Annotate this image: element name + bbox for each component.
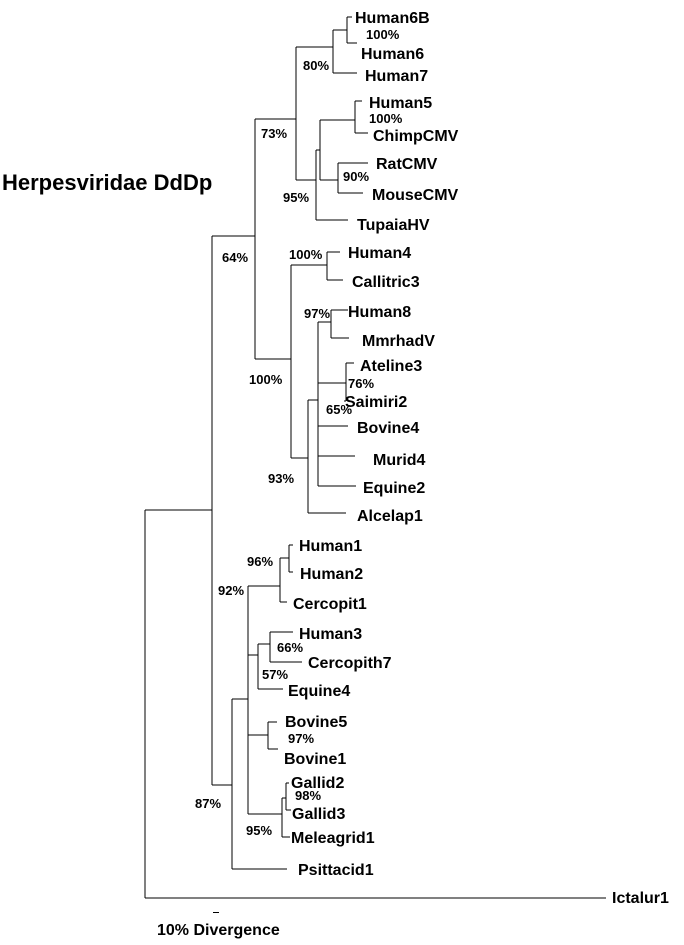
figure-title: Herpesviridae DdDp <box>2 170 213 195</box>
support-value-s-h5-chimp: 100% <box>369 111 403 126</box>
support-value-s-gal2-gal3: 98% <box>295 788 321 803</box>
scale-label: 10% Divergence <box>157 922 280 939</box>
support-value-s-h6b-h6: 100% <box>366 27 400 42</box>
support-value-s-h3-cerc7: 66% <box>277 640 303 655</box>
leaf-label-bovine4: Bovine4 <box>357 420 419 437</box>
leaf-label-human3: Human3 <box>299 626 362 643</box>
support-value-s-h4-call: 100% <box>289 247 323 262</box>
support-value-s-beta-top: 73% <box>261 126 287 141</box>
leaf-label-bovine1: Bovine1 <box>284 751 346 768</box>
support-value-s-gal-mel: 95% <box>246 823 272 838</box>
leaf-label-human6: Human6 <box>361 46 424 63</box>
support-value-s-gamma-inner: 65% <box>326 402 352 417</box>
support-value-s-simplex: 92% <box>218 583 244 598</box>
support-value-s-gamma: 93% <box>268 471 294 486</box>
support-value-s-h1-h2: 96% <box>247 554 273 569</box>
support-value-s-atel-saim: 76% <box>348 376 374 391</box>
scale-bar <box>213 912 219 913</box>
leaf-label-callitric3: Callitric3 <box>352 274 420 291</box>
support-value-s-roseolo: 100% <box>249 372 283 387</box>
leaf-label-ictalur1: Ictalur1 <box>612 890 669 907</box>
support-value-s-h3-equ4: 57% <box>262 667 288 682</box>
leaf-label-human8: Human8 <box>348 304 411 321</box>
leaf-label-human1: Human1 <box>299 538 362 555</box>
support-value-s-alpha: 87% <box>195 796 221 811</box>
leaf-label-alcelap1: Alcelap1 <box>357 508 423 525</box>
leaf-label-chimpcmv: ChimpCMV <box>373 128 459 145</box>
support-value-s-beta: 64% <box>222 250 248 265</box>
leaf-label-human5: Human5 <box>369 95 432 112</box>
leaf-label-tupaiahv: TupaiaHV <box>357 217 430 234</box>
leaf-label-cercopith7: Cercopith7 <box>308 655 392 672</box>
support-value-s-h6-h7: 80% <box>303 58 329 73</box>
leaf-label-human7: Human7 <box>365 68 428 85</box>
leaf-label-ratcmv: RatCMV <box>376 156 438 173</box>
leaf-label-mousecmv: MouseCMV <box>372 187 459 204</box>
leaf-label-gallid3: Gallid3 <box>292 806 345 823</box>
support-value-s-cmv-clade: 95% <box>283 190 309 205</box>
leaf-label-murid4: Murid4 <box>373 452 426 469</box>
support-value-s-rat-mouse: 90% <box>343 169 369 184</box>
leaf-label-psittacid1: Psittacid1 <box>298 862 374 879</box>
leaf-label-meleagrid1: Meleagrid1 <box>291 830 375 847</box>
leaf-label-equine2: Equine2 <box>363 480 425 497</box>
leaf-label-human4: Human4 <box>348 245 411 262</box>
leaf-label-saimiri2: Saimiri2 <box>345 394 407 411</box>
leaf-label-bovine5: Bovine5 <box>285 714 347 731</box>
leaf-label-equine4: Equine4 <box>288 683 350 700</box>
leaf-label-ateline3: Ateline3 <box>360 358 422 375</box>
leaf-label-human6b: Human6B <box>355 10 430 27</box>
support-value-s-bov5-bov1: 97% <box>288 731 314 746</box>
leaf-label-gallid2: Gallid2 <box>291 775 344 792</box>
leaf-label-mmrhadv: MmrhadV <box>362 333 435 350</box>
leaf-label-cercopit1: Cercopit1 <box>293 596 367 613</box>
support-value-s-h8-mmrh: 97% <box>304 306 330 321</box>
leaf-label-human2: Human2 <box>300 566 363 583</box>
